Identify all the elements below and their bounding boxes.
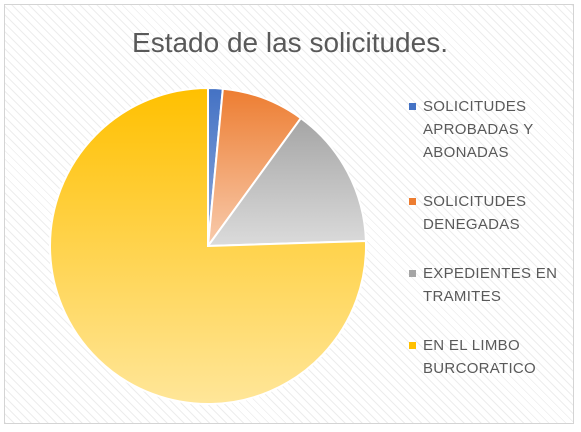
legend-swatch-limbo <box>409 342 416 349</box>
legend-label-aprobadas: SOLICITUDES APROBADAS Y ABONADAS <box>423 98 534 161</box>
legend: SOLICITUDES APROBADAS Y ABONADAS SOLICIT… <box>409 95 569 406</box>
legend-label-limbo: EN EL LIMBO BURCORATICO <box>423 337 537 377</box>
pie-slice-limbo <box>49 86 367 405</box>
chart-title: Estado de las solicitudes. <box>132 27 448 58</box>
legend-label-tramites: EXPEDIENTES EN TRAMITES <box>423 265 558 305</box>
legend-item-tramites: EXPEDIENTES EN TRAMITES <box>409 262 569 308</box>
legend-item-limbo: EN EL LIMBO BURCORATICO <box>409 334 569 380</box>
pie-slice-tramites <box>205 116 367 248</box>
chart-area: Estado de las solicitudes. SOLICITUDES A… <box>4 4 574 424</box>
legend-item-aprobadas: SOLICITUDES APROBADAS Y ABONADAS <box>409 95 569 164</box>
legend-swatch-tramites <box>409 270 416 277</box>
legend-label-denegadas: SOLICITUDES DENEGADAS <box>423 193 527 233</box>
pie-chart <box>49 86 367 405</box>
pie-slice-denegadas <box>206 87 303 250</box>
legend-swatch-aprobadas <box>409 103 416 110</box>
legend-swatch-denegadas <box>409 198 416 205</box>
legend-item-denegadas: SOLICITUDES DENEGADAS <box>409 190 569 236</box>
